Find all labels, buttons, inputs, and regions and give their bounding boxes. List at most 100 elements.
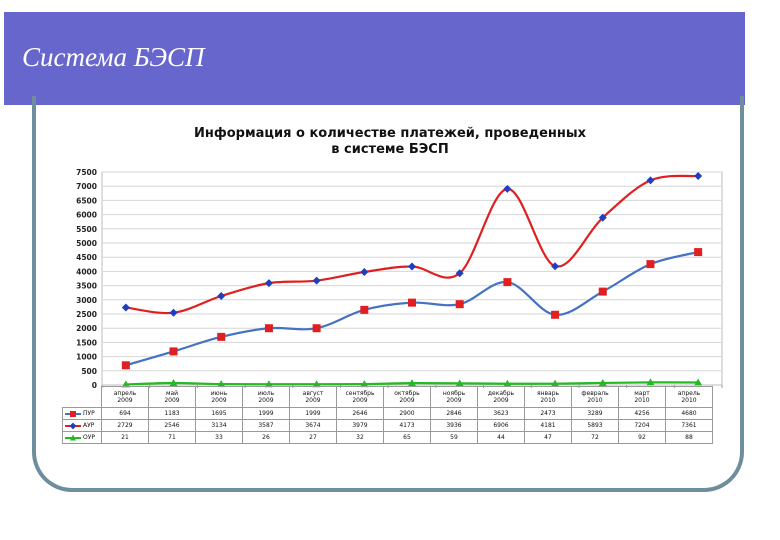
data-point <box>694 378 703 386</box>
data-point <box>312 380 321 388</box>
y-tick-label: 4500 <box>76 253 97 262</box>
data-point <box>121 380 130 388</box>
x-tick-label: сентябрь 2009 <box>336 386 384 408</box>
table-cell: 694 <box>101 407 149 420</box>
series-line-аур <box>125 174 699 315</box>
table-cell: 65 <box>383 431 431 444</box>
y-tick-label: 500 <box>81 367 97 376</box>
table-cell: 1695 <box>195 407 243 420</box>
table-cell: 44 <box>477 431 525 444</box>
plot-area <box>101 171 723 386</box>
data-point <box>503 278 512 287</box>
table-cell: 3587 <box>242 419 290 432</box>
table-cell: 3289 <box>571 407 619 420</box>
table-cell: 4680 <box>665 407 713 420</box>
data-point <box>598 213 607 222</box>
legend-label: ОУР <box>83 434 95 441</box>
table-row: ПУР 694 1183 1695 1999 1999 2646 2900 2846 3623 24… <box>62 407 713 420</box>
content-frame <box>32 96 744 492</box>
slide-title: Система БЭСП <box>22 42 205 72</box>
x-tick-label: апрель 2010 <box>665 386 713 408</box>
x-tick-label: декабрь 2009 <box>477 386 525 408</box>
data-point <box>503 184 512 193</box>
table-header-row: апрель 2009 май 2009 июнь 2009 июль 2009 август 2… <box>62 386 713 408</box>
table-cell: 21 <box>101 431 149 444</box>
data-point <box>360 305 369 314</box>
table-cell: 1183 <box>148 407 196 420</box>
table-cell: 3979 <box>336 419 384 432</box>
data-point <box>312 324 321 333</box>
data-point <box>217 332 226 341</box>
data-point <box>169 378 178 386</box>
legend-label: ПУР <box>83 410 95 417</box>
table-cell: 32 <box>336 431 384 444</box>
data-point <box>455 379 464 387</box>
table-cell: 2900 <box>383 407 431 420</box>
table-cell: 4256 <box>618 407 666 420</box>
chart-title-line-2: в системе БЭСП <box>331 142 449 157</box>
data-point <box>551 379 560 387</box>
data-point <box>455 300 464 309</box>
data-point <box>121 303 130 312</box>
y-tick-label: 7500 <box>76 168 97 177</box>
table-cell: 33 <box>195 431 243 444</box>
chart-title: Информация о количестве платежей, провед… <box>130 126 650 158</box>
data-point <box>503 379 512 387</box>
table-cell: 2546 <box>148 419 196 432</box>
y-tick-label: 2000 <box>76 324 97 333</box>
legend-entry: АУР <box>62 419 102 432</box>
data-point <box>646 260 655 269</box>
legend-label: АУР <box>83 422 95 429</box>
data-point <box>408 298 416 307</box>
y-tick-label: 1500 <box>76 338 97 347</box>
data-point <box>217 380 226 388</box>
table-cell: 5893 <box>571 419 619 432</box>
table-cell: 2473 <box>524 407 572 420</box>
y-tick-label: 3500 <box>76 282 97 291</box>
data-point <box>408 379 416 387</box>
table-cell: 1999 <box>289 407 337 420</box>
title-band <box>4 12 745 105</box>
table-cell: 7204 <box>618 419 666 432</box>
data-point <box>121 361 130 370</box>
x-tick-label: июнь 2009 <box>195 386 243 408</box>
data-point <box>169 347 178 356</box>
table-cell: 88 <box>665 431 713 444</box>
data-point <box>551 262 560 271</box>
slide-header: Система БЭСП <box>0 12 780 110</box>
y-tick-label: 6000 <box>76 211 97 220</box>
data-point <box>694 171 703 180</box>
y-tick-label: 7000 <box>76 182 97 191</box>
x-tick-label: апрель 2009 <box>101 386 149 408</box>
table-cell: 4181 <box>524 419 572 432</box>
data-point <box>455 269 464 278</box>
table-cell: 71 <box>148 431 196 444</box>
y-tick-label: 5500 <box>76 225 97 234</box>
data-point <box>408 262 416 271</box>
legend-entry: ПУР <box>62 407 102 420</box>
table-cell: 59 <box>430 431 478 444</box>
y-tick-label: 3000 <box>76 296 97 305</box>
data-table: апрель 2009 май 2009 июнь 2009 июль 2009 август 2… <box>62 386 713 444</box>
x-tick-label: февраль 2010 <box>571 386 619 408</box>
data-point <box>264 380 273 388</box>
table-cell: 1999 <box>242 407 290 420</box>
y-tick-label: 0 <box>92 381 97 390</box>
data-point <box>646 176 655 185</box>
table-cell: 47 <box>524 431 572 444</box>
table-cell: 92 <box>618 431 666 444</box>
table-corner <box>62 386 102 408</box>
table-cell: 3134 <box>195 419 243 432</box>
x-tick-label: июль 2009 <box>242 386 290 408</box>
x-tick-label: ноябрь 2009 <box>430 386 478 408</box>
legend-marker <box>65 410 81 417</box>
data-point <box>312 276 321 285</box>
table-cell: 3623 <box>477 407 525 420</box>
table-cell: 2646 <box>336 407 384 420</box>
y-tick-label: 5000 <box>76 239 97 248</box>
table-cell: 2729 <box>101 419 149 432</box>
table-cell: 7361 <box>665 419 713 432</box>
data-point <box>694 248 703 257</box>
x-tick-label: март 2010 <box>618 386 666 408</box>
